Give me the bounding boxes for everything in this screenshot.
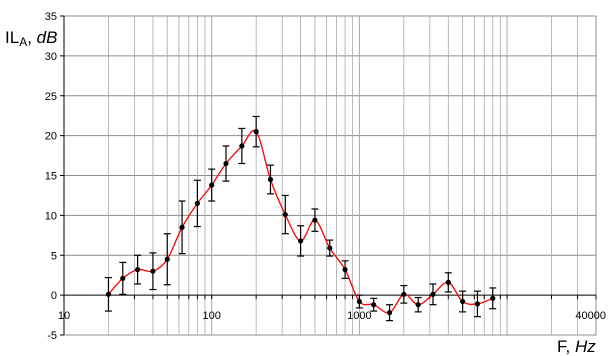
data-point	[445, 279, 451, 285]
x-axis-label: F, Hz	[557, 337, 596, 356]
data-point	[327, 245, 333, 251]
data-point	[474, 301, 481, 307]
data-point	[179, 224, 185, 230]
data-point	[371, 302, 377, 308]
data-point	[223, 160, 229, 167]
y-tick-label: 0	[51, 290, 57, 302]
data-markers	[105, 129, 496, 316]
data-point	[401, 291, 407, 297]
data-point	[150, 268, 156, 274]
data-point	[460, 298, 466, 305]
x-tick-label: 1000	[347, 310, 371, 322]
data-point	[490, 295, 496, 301]
y-axis-label: ILA, dB	[5, 28, 57, 49]
x-tick-label: 100	[203, 310, 221, 322]
axes	[60, 15, 597, 336]
y-tick-label: 5	[51, 250, 57, 262]
data-point	[342, 267, 348, 273]
y-tick-label: 20	[45, 131, 57, 143]
data-point	[164, 256, 170, 262]
data-point	[105, 291, 112, 297]
data-point	[282, 211, 288, 218]
data-point	[209, 182, 215, 188]
data-point	[312, 217, 318, 223]
y-tick-label: 25	[45, 91, 57, 103]
y-tick-label: 10	[45, 210, 57, 222]
grid	[63, 15, 597, 336]
y-tick-label: -5	[47, 330, 57, 342]
y-tick-label: 35	[45, 11, 57, 23]
data-point	[194, 200, 200, 207]
data-point	[386, 310, 393, 316]
y-tick-label: 30	[45, 51, 57, 63]
data-point	[356, 298, 362, 305]
tick-labels: -5 0 5 10 15 20 25 30 35 10 100 1000 40000	[45, 11, 606, 342]
x-tick-label: 10	[58, 310, 70, 322]
y-tick-label: 15	[45, 171, 57, 183]
data-point	[120, 275, 126, 281]
data-point	[298, 238, 304, 244]
data-point	[267, 176, 274, 183]
data-point	[253, 129, 259, 135]
data-point	[415, 302, 421, 308]
data-point	[239, 143, 245, 149]
data-point	[430, 291, 436, 297]
x-tick-label: 40000	[575, 310, 606, 322]
data-point	[134, 267, 141, 273]
